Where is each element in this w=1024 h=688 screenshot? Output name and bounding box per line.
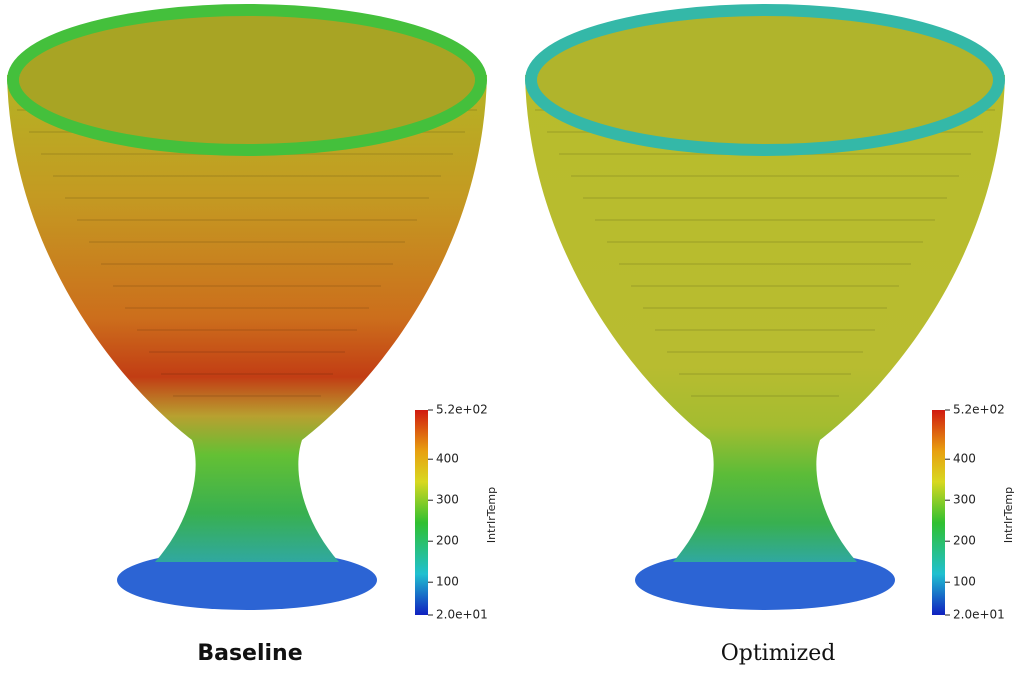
vase-inner [19,14,475,146]
colorbar-label: 2.0e+01 [953,608,1005,622]
colorbar [415,410,428,615]
colorbar [932,410,945,615]
colorbar-title: IntrIrTemp [485,487,498,543]
colorbar-label: 5.2e+02 [953,403,1005,417]
vase-body [7,75,487,562]
colorbar-label: 200 [436,534,459,548]
vase [525,4,1005,610]
colorbar-title: IntrIrTemp [1002,487,1015,543]
vase-base [117,550,377,610]
colorbar-label: 400 [436,452,459,466]
vase [7,4,487,610]
vase-inner [537,14,993,146]
colorbar-label: 2.0e+01 [436,608,488,622]
colorbar-label: 300 [953,493,976,507]
panel-caption: Baseline [197,641,302,666]
vase-rim [7,4,487,156]
vase-rim [525,4,1005,156]
colorbar-label: 100 [436,575,459,589]
colorbar-label: 300 [436,493,459,507]
vase-base [635,550,895,610]
vase-body [525,75,1005,562]
colorbar-label: 200 [953,534,976,548]
colorbar-label: 400 [953,452,976,466]
colorbar-label: 100 [953,575,976,589]
panel-caption: Optimized [721,641,836,666]
colorbar-label: 5.2e+02 [436,403,488,417]
